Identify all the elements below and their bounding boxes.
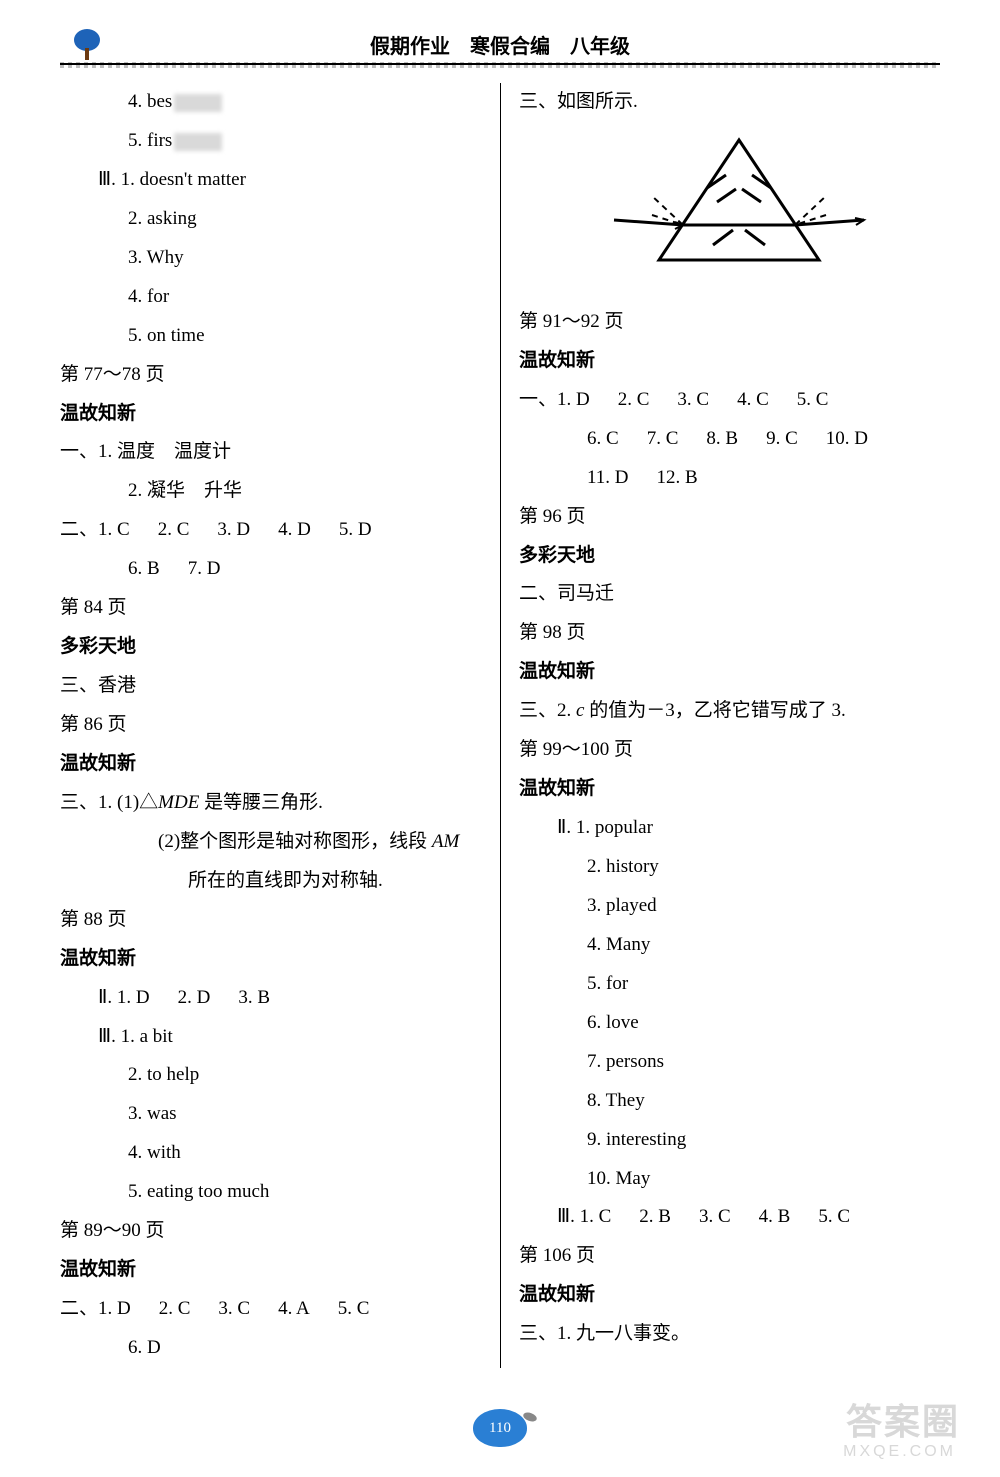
answer-line: Ⅲ. 1. doesn't matter [60,161,488,200]
section-heading: 温故知新 [519,1276,940,1315]
answer-line: 一、1. 温度 温度计 [60,433,488,472]
mc-answers: 二、1. C2. C3. D4. D5. D [60,511,488,550]
right-column: 三、如图所示. 第 91～92 页 温故知新 一、1. D [500,83,940,1368]
answer-line: 2. history [519,848,940,887]
answer-line: 5. eating too much [60,1173,488,1212]
prism-diagram [609,130,869,280]
page-ref: 第 88 页 [60,901,488,940]
content-columns: 4. bes 5. firs Ⅲ. 1. doesn't matter 2. a… [60,83,940,1368]
answer-line: 4. for [60,278,488,317]
answer-line: 7. persons [519,1043,940,1082]
answer-line: 3. played [519,887,940,926]
answer-line: 2. asking [60,200,488,239]
answer-line: 2. to help [60,1056,488,1095]
answer-line: Ⅱ. 1. popular [519,809,940,848]
answer-line: 5. firs [60,122,488,161]
section-heading: 温故知新 [60,395,488,434]
section-heading: 温故知新 [60,1251,488,1290]
answer-line: 二、司马迁 [519,575,940,614]
mc-answers: 11. D12. B [519,459,940,498]
section-heading: 温故知新 [519,770,940,809]
answer-line: 5. on time [60,317,488,356]
answer-line: 10. May [519,1160,940,1199]
answer-line: 3. Why [60,239,488,278]
obscured-text [174,94,222,112]
page-ref: 第 91～92 页 [519,303,940,342]
answer-line: 三、1. 九一八事变。 [519,1315,940,1354]
answer-line: 6. love [519,1004,940,1043]
answer-line: 三、1. (1)△MDE 是等腰三角形. [60,784,488,823]
page-ref: 第 106 页 [519,1237,940,1276]
page-ref: 第 98 页 [519,614,940,653]
answer-line: 8. They [519,1082,940,1121]
section-heading: 温故知新 [60,745,488,784]
watermark-url: MXQE.COM [843,1443,956,1461]
watermark-text: 答案圈 [846,1393,960,1445]
answer-line: 三、香港 [60,667,488,706]
page-ref: 第 89～90 页 [60,1212,488,1251]
mc-answers: 二、1. D2. C3. C4. A5. C [60,1290,488,1329]
mc-answers: Ⅲ. 1. C2. B3. C4. B5. C [519,1198,940,1237]
page-ref: 第 96 页 [519,498,940,537]
answer-line: 5. for [519,965,940,1004]
tree-icon [72,28,102,62]
page-number: 110 [489,1420,511,1437]
obscured-text [174,133,222,151]
answer-line: 三、2. c 的值为－3，乙将它错写成了 3. [519,692,940,731]
page-ref: 第 84 页 [60,589,488,628]
answer-line: 2. 凝华 升华 [60,472,488,511]
section-heading: 多彩天地 [519,537,940,576]
mc-answers: 6. B7. D [60,550,488,589]
answer-line: 所在的直线即为对称轴. [60,862,488,901]
mc-answers: Ⅱ. 1. D2. D3. B [60,979,488,1018]
section-heading: 多彩天地 [60,628,488,667]
answer-line: 9. interesting [519,1121,940,1160]
section-heading: 温故知新 [519,342,940,381]
page-number-badge: 110 [473,1409,527,1447]
answer-line: (2)整个图形是轴对称图形，线段 AM [60,823,488,862]
answer-line: Ⅲ. 1. a bit [60,1018,488,1057]
answer-line: 6. D [60,1329,488,1368]
page-ref: 第 86 页 [60,706,488,745]
page-ref: 第 77～78 页 [60,356,488,395]
mc-answers: 6. C7. C8. B9. C10. D [519,420,940,459]
page-header-title: 假期作业 寒假合编 八年级 [60,30,940,59]
answer-line: 4. Many [519,926,940,965]
section-heading: 温故知新 [519,653,940,692]
section-heading: 温故知新 [60,940,488,979]
page-ref: 第 99～100 页 [519,731,940,770]
left-column: 4. bes 5. firs Ⅲ. 1. doesn't matter 2. a… [60,83,500,1368]
header-decorative-border [60,63,940,65]
answer-line: 3. was [60,1095,488,1134]
answer-line: 4. bes [60,83,488,122]
answer-line: 4. with [60,1134,488,1173]
answer-line: 三、如图所示. [519,83,940,122]
mc-answers: 一、1. D2. C3. C4. C5. C [519,381,940,420]
